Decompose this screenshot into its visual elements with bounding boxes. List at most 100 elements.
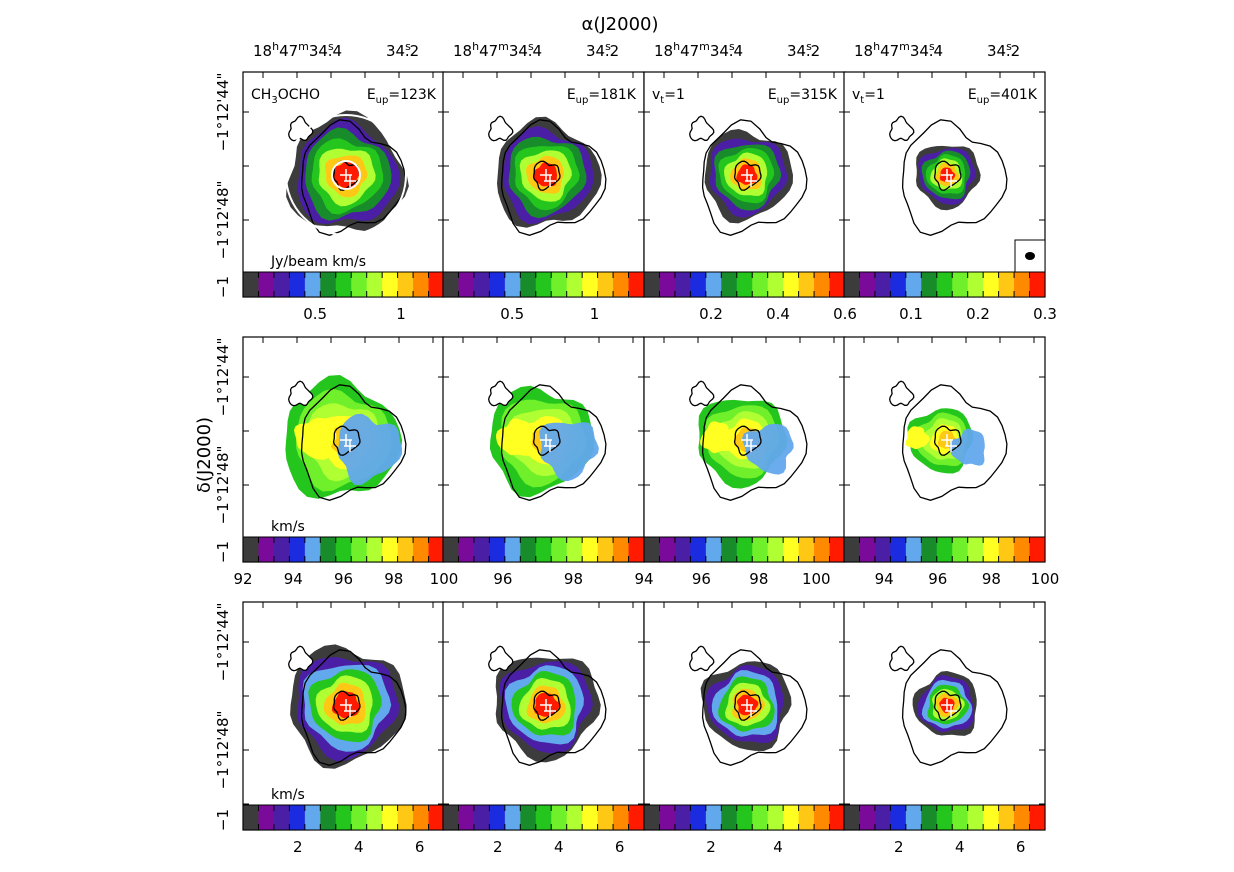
colorbar-segment	[566, 537, 583, 562]
colorbar-segment	[659, 537, 676, 562]
colorbar-segment	[1029, 537, 1046, 562]
continuum-contour	[500, 384, 607, 501]
colorbar-segment	[736, 537, 753, 562]
colorbar-segment	[659, 805, 676, 830]
colorbar-tick-label: 96	[493, 570, 512, 588]
map-panel: 92 94 96 98 100 km/s	[233, 336, 458, 588]
continuum-contour	[889, 115, 915, 142]
colorbar-segment	[767, 272, 784, 297]
continuum-contour	[500, 649, 607, 766]
colorbar-segment	[644, 537, 660, 562]
continuum-contour	[288, 645, 314, 672]
map-panel: 2 4 6	[442, 601, 645, 856]
colorbar-segment	[783, 537, 800, 562]
colorbar-segment	[551, 805, 568, 830]
continuum-contour	[300, 119, 407, 236]
map-panel: 0.5 1 Jy/beam km/s CH3OCHO Eup=123K	[242, 71, 445, 323]
core-contour	[933, 690, 962, 721]
colorbar-tick-label: 6	[415, 838, 425, 856]
colorbar-segment	[1014, 805, 1031, 830]
colorbar-tick-label: 2	[293, 838, 303, 856]
colorbar-segment	[320, 272, 337, 297]
colorbar-segment	[520, 537, 537, 562]
colorbar-segment	[504, 805, 521, 830]
colorbar-segment	[335, 805, 352, 830]
colorbar-segment	[829, 537, 846, 562]
core-contour	[532, 425, 561, 456]
colorbar-segment	[613, 537, 630, 562]
colorbar-segment	[535, 537, 552, 562]
map-panel: 2 4 6	[843, 601, 1046, 856]
colorbar-tick-label: 98	[564, 570, 583, 588]
colorbar-segment	[952, 272, 969, 297]
colorbar-tick-label: 0.4	[766, 305, 790, 323]
colorbar-segment	[936, 272, 953, 297]
colorbar-segment	[936, 537, 953, 562]
continuum-contour	[701, 119, 808, 236]
colorbar-segment	[628, 805, 645, 830]
colorbar-segment	[644, 805, 660, 830]
colorbar-segment	[814, 272, 831, 297]
continuum-contour	[488, 115, 514, 142]
colorbar-segment	[397, 272, 414, 297]
colorbar-segment	[905, 537, 922, 562]
colorbar-segment	[613, 805, 630, 830]
colorbar-segment	[998, 537, 1015, 562]
colorbar-tick-label: 0.3	[1033, 305, 1057, 323]
aperture-circle	[285, 114, 407, 236]
colorbar-segment	[320, 537, 337, 562]
colorbar-segment	[566, 272, 583, 297]
colorbar-segment	[413, 537, 430, 562]
colorbar-frame	[843, 804, 1046, 831]
colorbar-segment	[413, 805, 430, 830]
colorbar-tick-label: 0.5	[500, 305, 524, 323]
colorbar-tick-label: 98	[384, 570, 403, 588]
colorbar-segment	[705, 272, 722, 297]
colorbar-segment	[413, 272, 430, 297]
colorbar-tick-label: 96	[692, 570, 711, 588]
colorbar-tick-label: 0.2	[699, 305, 723, 323]
colorbar-segment	[844, 272, 860, 297]
colorbar-segment	[905, 272, 922, 297]
beam-ellipse	[1025, 252, 1035, 260]
core-contour	[933, 425, 962, 456]
colorbar-segment	[382, 805, 399, 830]
colorbar-segment	[829, 272, 846, 297]
colorbar-segment	[582, 272, 599, 297]
colorbar-segment	[1014, 537, 1031, 562]
colorbar-segment	[551, 272, 568, 297]
colorbar-segment	[644, 272, 660, 297]
continuum-contour	[288, 380, 314, 407]
continuum-contour	[889, 645, 915, 672]
dec-axis-label: δ(J2000)	[194, 417, 215, 493]
colorbar-segment	[397, 537, 414, 562]
colorbar-segment	[504, 272, 521, 297]
colorbar-tick-label: 92	[233, 570, 252, 588]
colorbar-segment	[921, 805, 938, 830]
emission-region	[742, 423, 794, 475]
colorbar-segment	[874, 272, 891, 297]
ra-tick-label: 34s.2	[787, 40, 820, 60]
continuum-contour	[288, 115, 314, 142]
colorbar-segment	[366, 272, 383, 297]
colorbar-segment	[890, 272, 907, 297]
colorbar-segment	[258, 537, 275, 562]
colorbar-tick-label: 94	[875, 570, 894, 588]
emission-region	[337, 413, 403, 485]
colorbar-segment	[489, 805, 506, 830]
core-contour	[532, 690, 561, 721]
colorbar-tick-label: 2	[894, 838, 904, 856]
panel-grid: −1°12'44" −1°12'48" −1 0.5 1 Jy/beam km/s CH3O…	[214, 71, 1059, 856]
colorbar-segment	[582, 805, 599, 830]
colorbar-segment	[458, 272, 475, 297]
eup-label: Eup=181K	[567, 87, 637, 106]
ra-tick-label: 34s.2	[386, 40, 419, 60]
colorbar-tick-label: 100	[802, 570, 831, 588]
colorbar-segment	[890, 537, 907, 562]
continuum-contour	[689, 645, 715, 672]
state-label: vt=1	[652, 87, 685, 106]
colorbar-segment	[998, 805, 1015, 830]
colorbar-segment	[597, 537, 614, 562]
colorbar-segment	[382, 537, 399, 562]
